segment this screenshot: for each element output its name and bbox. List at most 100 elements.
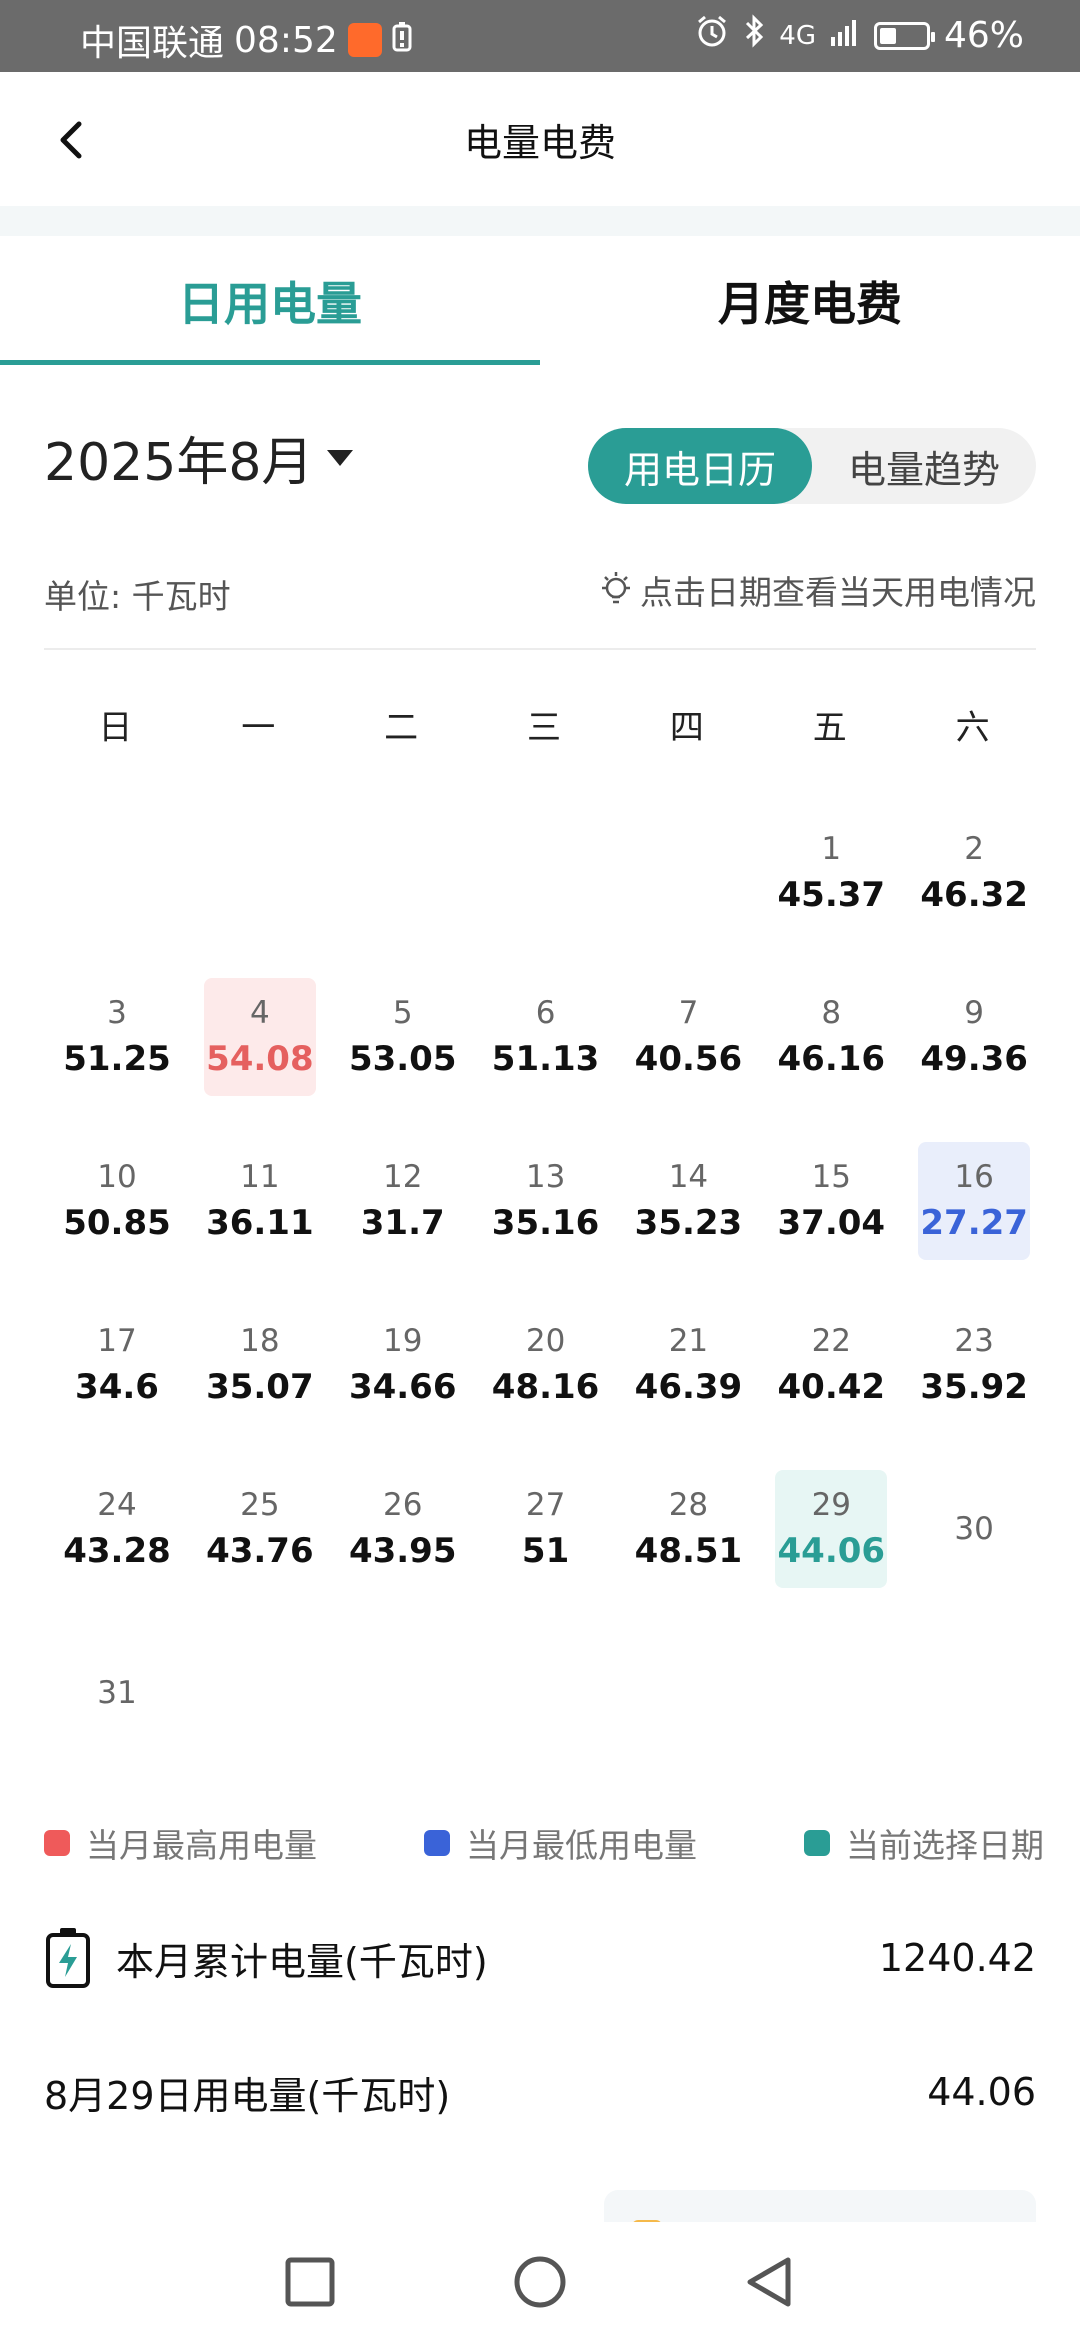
day-usage: 35.16 [491, 1203, 600, 1243]
day-number: 11 [240, 1159, 280, 1195]
month-label: 2025年8月 [44, 433, 314, 493]
day-number: 1 [821, 831, 842, 867]
calendar-day[interactable]: 13 35.16 [473, 1128, 616, 1292]
battery-saver-icon [392, 20, 412, 61]
calendar-grid: 1 45.37 2 46.32 3 51.25 4 54.08 5 53.05 6 51.1… [44, 800, 1044, 1784]
network-type: 4G [779, 20, 816, 51]
legend-item-min: 当月最低用电量 [424, 1819, 697, 1867]
calendar-day[interactable]: 11 36.11 [187, 1128, 330, 1292]
calendar-day[interactable]: 31 [44, 1620, 193, 1784]
calendar-empty-cell [473, 800, 616, 964]
day-usage: 45.37 [777, 875, 886, 915]
day-usage: 35.23 [634, 1203, 743, 1243]
day-usage: 43.28 [63, 1531, 171, 1571]
calendar-day[interactable]: 8 46.16 [758, 964, 901, 1128]
clock: 08:52 [234, 19, 338, 61]
day-number: 19 [382, 1323, 423, 1359]
calendar-day[interactable]: 6 51.13 [473, 964, 616, 1128]
toggle-trend[interactable]: 电量趋势 [847, 447, 1000, 492]
calendar-week: 24 43.28 25 43.76 26 43.95 27 51 28 48.51 29 4… [44, 1456, 1044, 1620]
calendar-day[interactable]: 15 37.04 [758, 1128, 901, 1292]
page-title: 电量电费 [463, 121, 616, 165]
calendar-day[interactable]: 10 50.85 [44, 1128, 187, 1292]
day-usage: 36.11 [206, 1203, 314, 1243]
calendar-day[interactable]: 23 35.92 [901, 1292, 1044, 1456]
day-usage: 48.16 [491, 1367, 600, 1407]
weekday-label: 三 [527, 708, 561, 748]
day-usage: 51.13 [491, 1039, 600, 1079]
calendar-day[interactable]: 14 35.23 [615, 1128, 758, 1292]
calendar-day[interactable]: 26 43.95 [330, 1456, 473, 1620]
recent-apps-icon[interactable] [280, 2252, 340, 2312]
calendar-day[interactable]: 24 43.28 [44, 1456, 187, 1620]
day-number: 26 [382, 1487, 423, 1523]
day-usage: 46.16 [777, 1039, 886, 1079]
calendar-day[interactable]: 17 34.6 [44, 1292, 187, 1456]
calendar-day[interactable]: 2 46.32 [901, 800, 1044, 964]
day-usage: 51 [521, 1531, 570, 1571]
calendar-day[interactable]: 27 51 [473, 1456, 616, 1620]
calendar-day[interactable]: 7 40.56 [615, 964, 758, 1128]
signal-icon [830, 15, 860, 56]
day-usage: 43.95 [348, 1531, 457, 1571]
selected-day-row: 8月29日用电量(千瓦时) 44.06 [44, 2062, 1036, 2122]
hint-text: 点击日期查看当天用电情况 [640, 573, 1036, 612]
day-number: 28 [668, 1487, 709, 1523]
calendar-day[interactable]: 28 48.51 [615, 1456, 758, 1620]
day-number: 20 [525, 1323, 566, 1359]
weekday-header: 日 一 二 三 四 五 六 [44, 700, 1044, 760]
legend-item-selected: 当前选择日期 [804, 1819, 1044, 1867]
legend: 当月最高用电量 当月最低用电量 当前选择日期 [44, 1818, 1044, 1868]
tab-active-indicator [0, 360, 540, 365]
legend-swatch-red [44, 1830, 70, 1856]
tab-monthly-fee[interactable]: 月度电费 [718, 277, 902, 331]
monthly-total-label: 本月累计电量(千瓦时) [116, 1939, 488, 1984]
header-separator [0, 206, 1080, 236]
calendar-day[interactable]: 18 35.07 [187, 1292, 330, 1456]
day-usage: 44.06 [777, 1531, 886, 1571]
calendar-day[interactable]: 20 48.16 [473, 1292, 616, 1456]
calendar-day[interactable]: 30 [901, 1456, 1044, 1620]
weekday-label: 六 [955, 708, 990, 748]
day-number: 3 [107, 995, 127, 1031]
toggle-calendar[interactable]: 用电日历 [588, 428, 812, 504]
day-usage: 43.76 [206, 1531, 314, 1571]
calendar-day-selected[interactable]: 29 44.06 [758, 1456, 901, 1620]
back-triangle-icon[interactable] [740, 2252, 800, 2312]
legend-label: 当月最高用电量 [86, 1826, 317, 1865]
home-icon[interactable] [510, 2252, 570, 2312]
chevron-left-icon [60, 121, 82, 159]
calendar-day[interactable]: 1 45.37 [758, 800, 901, 964]
back-button[interactable] [40, 108, 104, 172]
tab-daily-usage[interactable]: 日用电量 [178, 277, 362, 331]
month-picker[interactable]: 2025年8月 [44, 420, 354, 495]
unit-label: 单位: 千瓦时 [44, 577, 231, 616]
day-usage: 34.66 [348, 1367, 457, 1407]
calendar-day-min[interactable]: 16 27.27 [901, 1128, 1044, 1292]
day-number: 21 [668, 1323, 709, 1359]
day-number: 31 [97, 1675, 137, 1711]
battery-icon [873, 21, 935, 50]
day-number: 30 [954, 1511, 994, 1547]
day-usage: 53.05 [348, 1039, 457, 1079]
calendar-day[interactable]: 22 40.42 [758, 1292, 901, 1456]
calendar-day[interactable]: 12 31.7 [330, 1128, 473, 1292]
calendar-day[interactable]: 21 46.39 [615, 1292, 758, 1456]
battery-percent: 46% [943, 15, 1024, 56]
day-usage: 40.42 [777, 1367, 886, 1407]
day-usage: 35.92 [920, 1367, 1028, 1407]
calendar-day-max[interactable]: 4 54.08 [187, 964, 330, 1128]
calendar-day[interactable]: 3 51.25 [44, 964, 187, 1128]
calendar-day[interactable]: 25 43.76 [187, 1456, 330, 1620]
day-number: 10 [97, 1159, 137, 1195]
day-number: 4 [249, 995, 270, 1031]
weekday-label: 四 [669, 708, 704, 748]
calendar-day[interactable]: 19 34.66 [330, 1292, 473, 1456]
day-number: 23 [954, 1323, 994, 1359]
legend-label: 当月最低用电量 [466, 1826, 697, 1865]
day-number: 29 [811, 1487, 852, 1523]
day-number: 9 [964, 995, 985, 1031]
calendar-week: 10 50.85 11 36.11 12 31.7 13 35.16 14 35.23 1… [44, 1128, 1044, 1292]
calendar-day[interactable]: 5 53.05 [330, 964, 473, 1128]
calendar-day[interactable]: 9 49.36 [901, 964, 1044, 1128]
